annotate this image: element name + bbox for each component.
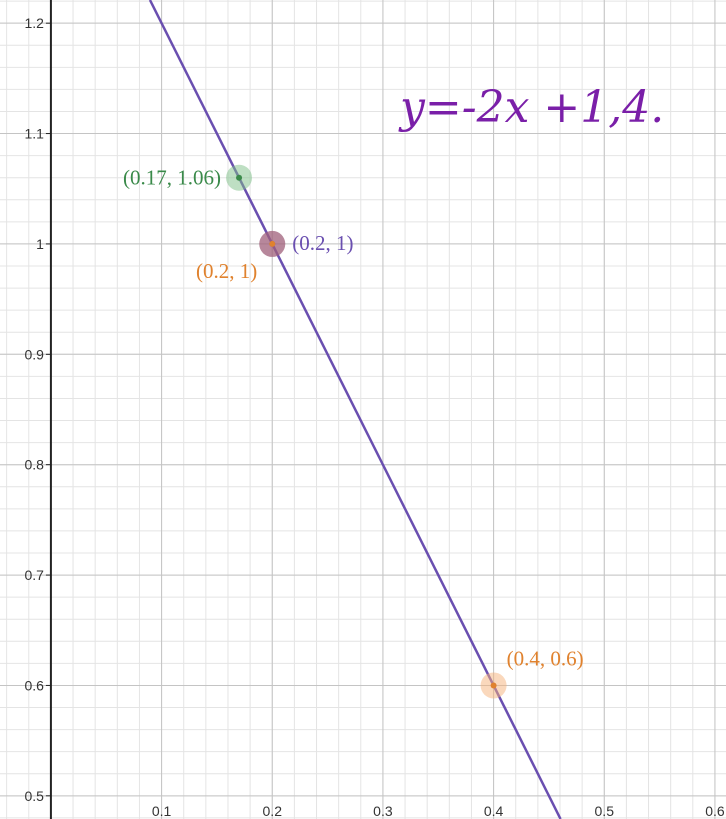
data-point[interactable] <box>490 682 497 689</box>
y-tick-label: 0.5 <box>24 788 44 804</box>
point-label: (0.2, 1) <box>292 231 353 255</box>
x-tick-labels: 0.1 0.2 0.3 0.4 0.5 0.6 <box>152 803 725 819</box>
point-label: (0.17, 1.06) <box>123 166 221 190</box>
y-tick-label: 0.7 <box>24 567 44 583</box>
points-layer: (0.17, 1.06) (0.2, 1) (0.2, 1) (0.4, 0.6) <box>123 164 584 699</box>
y-tick-label: 1.1 <box>24 126 44 142</box>
x-tick-label: 0.2 <box>263 803 283 819</box>
data-point[interactable] <box>269 240 276 247</box>
y-tick-label: 0.9 <box>24 346 44 362</box>
x-tick-label: 0.5 <box>595 803 615 819</box>
y-tick-label: 1 <box>36 236 44 252</box>
data-point[interactable] <box>236 174 243 181</box>
y-tick-label: 0.6 <box>24 677 44 693</box>
x-tick-label: 0.3 <box>373 803 393 819</box>
y-tick-label: 0.8 <box>24 457 44 473</box>
y-tick-labels: 0.5 0.6 0.7 0.8 0.9 1 1.1 1.2 <box>24 15 51 804</box>
x-tick-label: 0.4 <box>484 803 504 819</box>
x-tick-label: 0.1 <box>152 803 172 819</box>
point-label: (0.4, 0.6) <box>507 646 584 670</box>
y-tick-label: 1.2 <box>24 15 44 31</box>
point-label: (0.2, 1) <box>196 259 257 283</box>
handwritten-equation-annotation: y=-2x +1,4. <box>398 82 664 133</box>
x-tick-label: 0.6 <box>705 803 725 819</box>
